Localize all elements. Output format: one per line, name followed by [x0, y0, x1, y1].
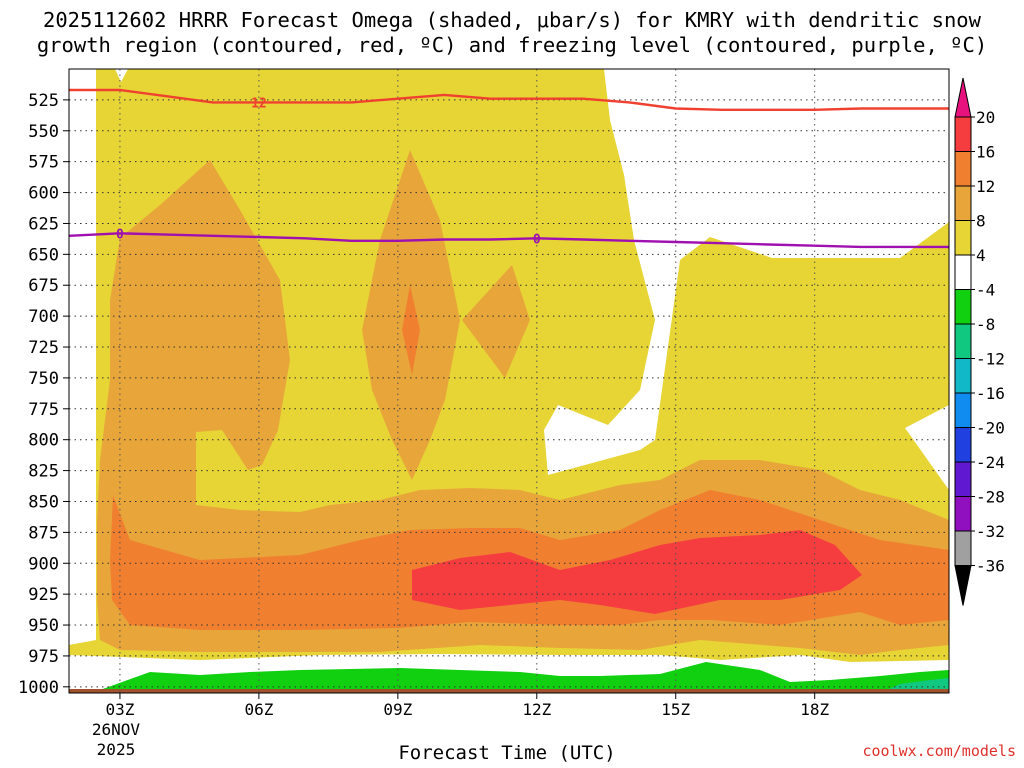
colorbar-label: 8 — [976, 212, 986, 231]
colorbar-bin — [954, 323, 972, 359]
x-tick-label: 03Z — [105, 700, 134, 719]
y-axis: 525 550 575 600 625 650 675 700 725 750 775 800 825 8… — [18, 91, 69, 698]
x-axis-label: Forecast Time (UTC) — [398, 742, 616, 764]
shade-diamond-8-12 — [462, 265, 530, 378]
contour-label: 12 — [251, 96, 267, 111]
colorbar-label: -24 — [976, 453, 1005, 472]
contour-lines: 12 0 0 — [68, 88, 949, 249]
y-tick-label: 950 — [28, 616, 59, 636]
colorbar-bin — [954, 254, 972, 290]
plot-frame — [68, 68, 950, 694]
y-tick-label: 725 — [28, 338, 59, 358]
ground-strip — [69, 689, 949, 693]
x-tick-label: 15Z — [661, 700, 690, 719]
colorbar-bin — [954, 427, 972, 463]
colorbar-label: -32 — [976, 522, 1005, 541]
y-tick-label: 600 — [28, 184, 59, 204]
colorbar-bin — [954, 185, 972, 221]
shade-white-notch — [115, 69, 128, 82]
x-tick-label: 06Z — [244, 700, 273, 719]
credit-text: coolwx.com/models — [862, 742, 1016, 760]
y-tick-label: 825 — [28, 462, 59, 482]
colorbar-label: 4 — [976, 246, 986, 265]
y-tick-label: 700 — [28, 307, 59, 327]
y-tick-label: 850 — [28, 492, 59, 512]
y-tick-label: 650 — [28, 245, 59, 265]
contour-dendritic-growth — [69, 88, 949, 111]
x-tick-label: 18Z — [800, 700, 829, 719]
colorbar-label: 20 — [976, 108, 995, 127]
x-tick-date: 26NOV — [92, 720, 141, 739]
contour-freezing-level — [68, 232, 949, 249]
colorbar-label: -28 — [976, 488, 1005, 507]
y-tick-label: 800 — [28, 431, 59, 451]
colorbar-bin — [954, 289, 972, 325]
contour-label: 0 — [533, 232, 541, 247]
colorbar-bin — [954, 220, 972, 256]
y-tick-label: 525 — [28, 91, 59, 111]
shade-green-sink — [100, 662, 949, 693]
plot-area — [69, 69, 949, 693]
y-tick-label: 975 — [28, 647, 59, 667]
colorbar-top-arrow — [954, 77, 972, 118]
colorbar-bin — [954, 358, 972, 394]
colorbar: 20 16 12 8 4 -4 -8 -12 -16 -20 -24 -28 -32 -36 — [954, 77, 1005, 606]
shade-core-12-16 — [402, 285, 420, 375]
colorbar-bin — [954, 116, 972, 152]
x-tick-label: 12Z — [522, 700, 551, 719]
y-tick-label: 900 — [28, 554, 59, 574]
y-tick-label: 1000 — [18, 678, 59, 698]
y-tick-label: 675 — [28, 276, 59, 296]
colorbar-bin — [954, 151, 972, 187]
title-line-1: 2025112602 HRRR Forecast Omega (shaded, … — [43, 8, 981, 32]
colorbar-label: -12 — [976, 350, 1005, 369]
x-tick-year: 2025 — [97, 740, 136, 759]
colorbar-label: -20 — [976, 419, 1005, 438]
y-tick-label: 775 — [28, 400, 59, 420]
colorbar-label: -36 — [976, 557, 1005, 576]
y-tick-label: 550 — [28, 122, 59, 142]
colorbar-label: 12 — [976, 177, 995, 196]
y-tick-label: 625 — [28, 214, 59, 234]
colorbar-bin — [954, 530, 972, 566]
colorbar-bin — [954, 496, 972, 532]
x-tick-label: 09Z — [383, 700, 412, 719]
y-tick-label: 575 — [28, 153, 59, 173]
colorbar-label: -4 — [976, 281, 995, 300]
y-tick-label: 750 — [28, 369, 59, 389]
colorbar-bin — [954, 392, 972, 428]
contour-label: 0 — [116, 227, 124, 242]
shade-max-16-20 — [412, 530, 862, 614]
colorbar-bin — [954, 461, 972, 497]
colorbar-label: 16 — [976, 143, 995, 162]
colorbar-label: -8 — [976, 315, 995, 334]
y-tick-label: 925 — [28, 585, 59, 605]
y-tick-label: 875 — [28, 523, 59, 543]
colorbar-bottom-arrow — [954, 565, 972, 606]
title-line-2: growth region (contoured, red, ºC) and f… — [36, 33, 988, 57]
chart-title: 2025112602 HRRR Forecast Omega (shaded, … — [0, 8, 1024, 58]
colorbar-label: -16 — [976, 384, 1005, 403]
